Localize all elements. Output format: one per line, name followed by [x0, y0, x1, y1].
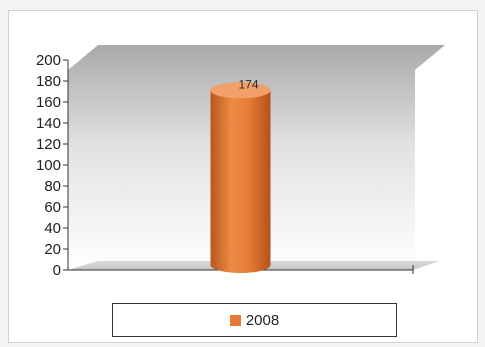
y-tick-label: 80	[44, 178, 61, 195]
legend-swatch-2008	[229, 314, 241, 326]
data-label: 174	[238, 77, 258, 91]
y-tick-label: 120	[36, 136, 61, 153]
y-tick-label: 60	[44, 199, 61, 216]
bar-body	[210, 90, 271, 273]
legend: 2008	[112, 303, 397, 337]
bar-top	[210, 82, 271, 99]
y-tick-label: 160	[36, 94, 61, 111]
y-tick-label: 20	[44, 241, 61, 258]
legend-label-2008: 2008	[245, 311, 280, 329]
y-tick-label: 0	[53, 262, 61, 279]
y-ticks: 0 20 40 60 80 100 120 140 160 180 200	[36, 52, 68, 279]
y-tick-label: 200	[36, 52, 61, 69]
y-tick-label: 180	[36, 73, 61, 90]
bars: 174	[210, 77, 271, 273]
y-tick-label: 40	[44, 220, 61, 237]
bar-chart: 0 20 40 60 80 100 120 140 160 180 200 174	[36, 45, 445, 279]
bar-2008	[210, 82, 271, 273]
y-tick-label: 140	[36, 115, 61, 132]
y-tick-label: 100	[36, 157, 61, 174]
